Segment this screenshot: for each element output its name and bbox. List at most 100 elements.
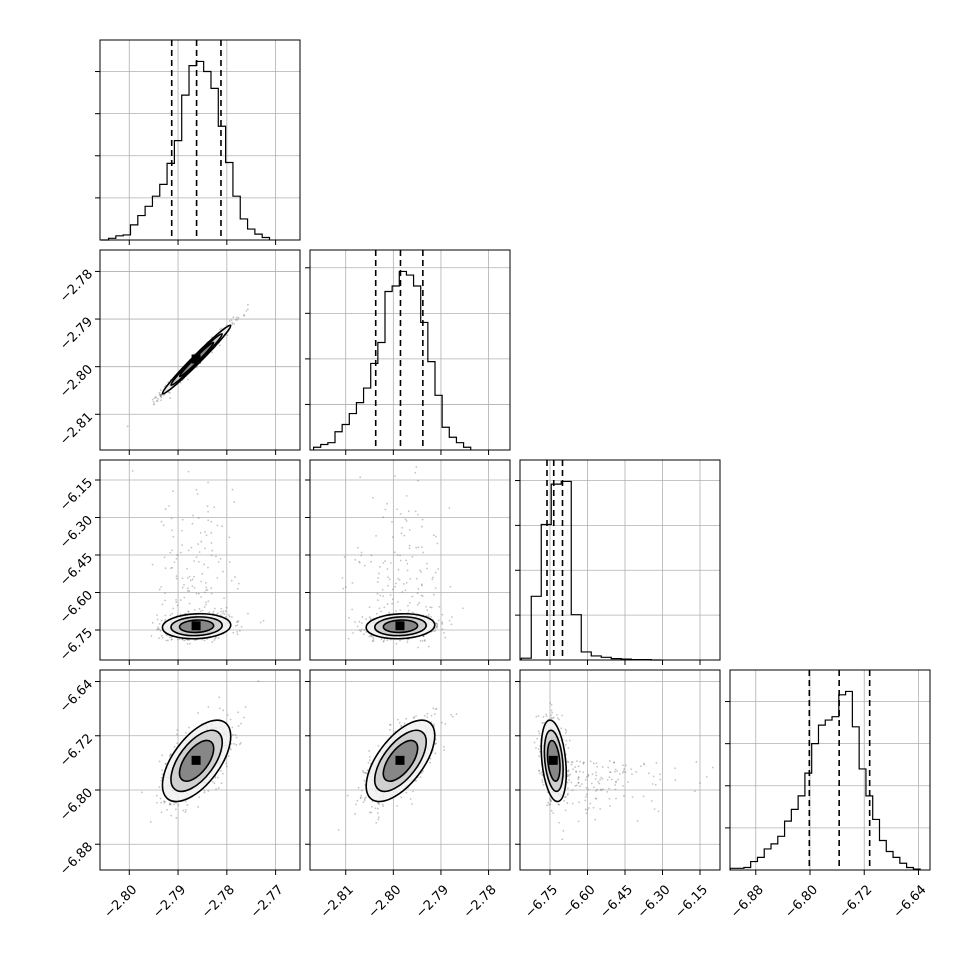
sample-point [176,638,179,641]
x-tick-label: −6.30 [635,882,674,921]
hist-bar [798,796,805,870]
sample-point [220,782,223,784]
sample-point [643,763,646,766]
sample-point [188,726,190,729]
sample-point [411,803,413,805]
sample-point [582,771,585,774]
sample-point [419,776,422,779]
hist-bar [832,717,839,870]
sample-point [152,403,155,406]
sample-point [429,757,432,760]
sample-point [203,606,206,608]
sample-point [195,366,198,369]
sample-point [176,729,179,731]
sample-point [537,730,540,733]
sample-point [548,797,551,800]
sample-point [372,636,374,639]
sample-point [435,626,438,628]
sample-point [577,781,580,784]
sample-point [351,608,354,611]
sample-point [538,770,541,773]
sample-point [422,635,425,638]
sample-point [609,771,611,773]
sample-point [631,796,634,799]
sample-point [567,761,570,764]
sample-point [179,551,182,554]
sample-point [441,628,444,631]
sample-point [343,556,346,558]
sample-point [393,551,396,554]
sample-point [208,611,211,614]
sample-point [171,566,174,569]
sample-point [186,642,189,645]
sample-point [608,776,611,778]
pair-1-4-points [140,680,260,823]
sample-point [635,771,638,773]
sample-point [210,532,213,534]
sample-point [161,603,164,606]
sample-point [367,761,370,764]
sample-point [217,561,220,563]
sample-point [443,749,446,752]
y-tick-label: −6.15 [57,475,96,514]
sample-point [155,400,158,402]
hist-bar [818,725,825,870]
sample-point [186,589,189,592]
sample-point [156,614,158,616]
sample-point [585,812,588,815]
sample-point [570,763,573,766]
sample-point [161,636,164,639]
sample-point [169,614,172,617]
sample-point [642,795,645,798]
x-tick-label: −2.81 [318,882,357,921]
sample-point [550,709,553,712]
sample-point [369,634,372,637]
sample-point [195,556,198,559]
sample-point [590,782,593,785]
sample-point [231,488,234,491]
sample-point [377,577,380,580]
sample-point [236,621,238,624]
hist-bar [160,184,167,240]
sample-point [391,536,394,539]
sample-point [224,610,227,613]
sample-point [388,578,391,581]
sample-point [370,560,373,563]
sample-point [420,583,423,586]
sample-point [207,510,210,513]
sample-point [368,635,371,638]
sample-point [558,803,560,806]
hist-bar [406,275,413,450]
sample-point [169,753,172,755]
sample-point [363,771,366,774]
sample-point [383,606,386,609]
sample-point [361,616,364,618]
sample-point [624,764,627,767]
sample-point [368,616,371,619]
sample-point [220,607,223,610]
sample-point [398,579,401,581]
sample-point [623,767,626,770]
sample-point [609,771,612,774]
sample-point [591,773,594,776]
pair-3-4-frame [519,669,721,871]
sample-point [437,619,440,622]
sample-point [193,560,196,562]
sample-point [170,638,173,641]
sample-point [213,506,216,509]
sample-point [370,554,373,557]
sample-point [398,721,401,724]
sample-point [246,308,249,311]
sample-point [158,394,161,396]
sample-point [359,476,362,479]
sample-point [378,803,381,806]
sample-point [434,535,437,538]
sample-point [210,554,213,557]
sample-point [409,577,412,580]
sample-point [403,722,406,725]
sample-point [364,772,367,774]
sample-point [352,632,355,634]
density-peak [191,755,201,765]
sample-point [240,722,243,725]
hist-bar [571,615,581,660]
